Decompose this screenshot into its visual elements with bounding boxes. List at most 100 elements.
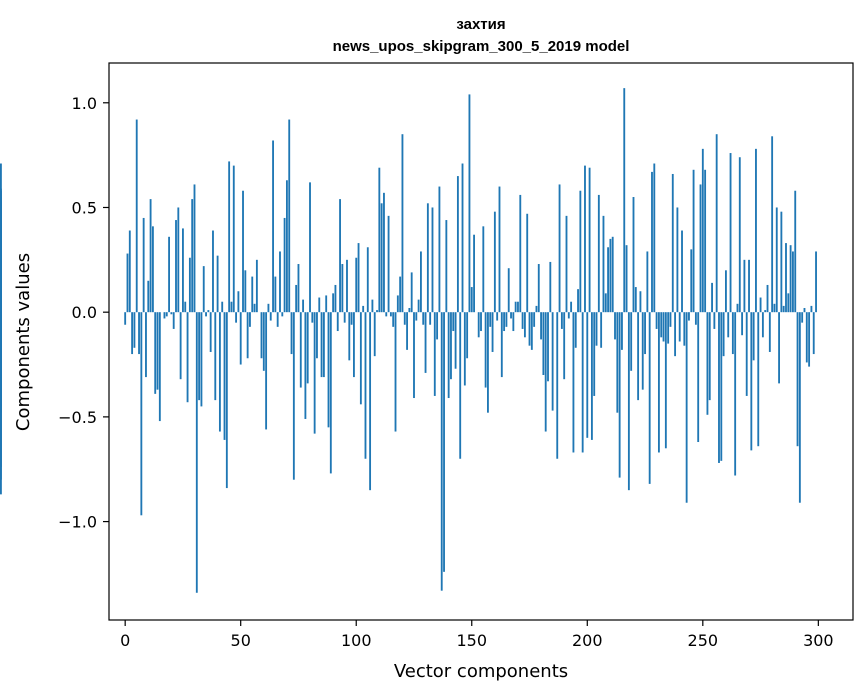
bar-component-253 (708, 312, 711, 401)
bar-component-29 (191, 199, 194, 313)
bar-component-275 (759, 297, 762, 313)
x-tick-label: 200 (572, 631, 603, 650)
bar-component-221 (634, 287, 637, 313)
bar-component-208 (604, 293, 607, 313)
bar-component-273 (755, 148, 757, 313)
bar-component-141 (450, 312, 452, 380)
bar-component-135 (436, 312, 439, 340)
bar-component-180 (540, 312, 542, 340)
bar-component-250 (701, 148, 704, 313)
bar-component-205 (597, 194, 600, 313)
bar-component-74 (295, 284, 298, 313)
bar-component-218 (627, 312, 630, 491)
bar-component-14 (156, 312, 159, 390)
bar-component-43 (223, 312, 226, 440)
bar-component-262 (729, 153, 732, 313)
bar-component-263 (731, 312, 734, 355)
bar-component-185 (551, 312, 554, 411)
bar-component-171 (519, 194, 522, 313)
bar-component-279 (768, 312, 771, 352)
bar-component-106 (369, 312, 372, 491)
bar-component-281 (773, 303, 776, 313)
x-tick-label: 50 (231, 631, 251, 650)
bar-component-80 (309, 182, 311, 313)
bar-component-289 (792, 251, 794, 313)
bar-component-287 (787, 293, 790, 313)
bar-component-298 (812, 312, 815, 355)
bar-component-111 (380, 203, 383, 313)
bar-component-257 (718, 312, 720, 463)
bar-component-284 (780, 211, 783, 313)
bar-component-155 (482, 226, 485, 313)
bar-component-170 (517, 301, 519, 313)
bar-component-280 (771, 136, 774, 313)
bar-component-184 (549, 261, 552, 313)
bar-component-246 (692, 169, 695, 313)
bar-component-277 (764, 310, 767, 313)
bar-component-4 (133, 312, 136, 348)
bar-component-160 (493, 211, 496, 313)
bar-component-297 (810, 305, 813, 313)
bar-component-151 (473, 234, 475, 313)
bar-component-288 (789, 245, 792, 313)
bar-component-241 (681, 230, 683, 313)
bar-component-140 (447, 312, 450, 399)
x-axis-label: Vector components (394, 661, 568, 682)
bar-component-213 (616, 312, 619, 413)
bar-component-299 (815, 251, 817, 313)
bar-component-76 (299, 312, 302, 388)
bar-component-243 (685, 312, 688, 503)
bar-component-65 (274, 276, 277, 313)
x-tick-label: 150 (456, 631, 487, 650)
bar-component-293 (801, 312, 804, 323)
bar-component-264 (734, 312, 737, 476)
bar-component-230 (655, 312, 658, 329)
bar-component-210 (609, 238, 612, 313)
bar-component-294 (803, 308, 806, 313)
bar-component-56 (253, 303, 256, 313)
bar-component-49 (237, 291, 240, 313)
bar-component-150 (470, 287, 473, 313)
bar-component-172 (521, 312, 524, 329)
bar-component-200 (586, 312, 589, 438)
bar-component-118 (396, 295, 399, 313)
bar-component-142 (452, 312, 455, 332)
bar-component-296 (808, 312, 811, 367)
bar-component-66 (276, 312, 279, 327)
bar-component-10 (147, 280, 150, 313)
bar-component-73 (292, 312, 295, 480)
bar-component-77 (302, 299, 305, 313)
bar-component-112 (383, 192, 385, 313)
bar-component-267 (741, 312, 744, 336)
bar-component-97 (348, 312, 351, 361)
bar-component-82 (313, 312, 316, 434)
bar-component-203 (593, 312, 596, 396)
bar-component-55 (251, 276, 254, 313)
bar-component-99 (353, 312, 355, 378)
bar-component-290 (794, 190, 797, 313)
bar-component-139 (445, 220, 448, 313)
bar-component-147 (463, 312, 466, 386)
bar-component-237 (671, 173, 674, 313)
bar-component-211 (611, 236, 614, 313)
bar-component-114 (387, 215, 390, 313)
bar-component-149 (468, 94, 471, 313)
bar-component-5 (135, 119, 138, 313)
bar-component-75 (297, 264, 300, 313)
bar-component-222 (637, 312, 640, 401)
bar-component-68 (281, 312, 284, 317)
bar-component-95 (343, 312, 346, 323)
bar-component-236 (669, 312, 672, 327)
bar-component-57 (255, 259, 258, 313)
bar-component-83 (316, 312, 318, 359)
bar-component-127 (417, 299, 420, 313)
bar-component-3 (131, 312, 134, 355)
bar-component-94 (341, 264, 344, 313)
bar-component-191 (565, 215, 568, 313)
bar-component-188 (558, 184, 561, 313)
bar-component-102 (359, 312, 362, 405)
bar-component-130 (424, 312, 427, 373)
bar-component-8 (142, 217, 145, 313)
bar-component-46 (230, 301, 233, 313)
bar-component-121 (403, 312, 406, 325)
